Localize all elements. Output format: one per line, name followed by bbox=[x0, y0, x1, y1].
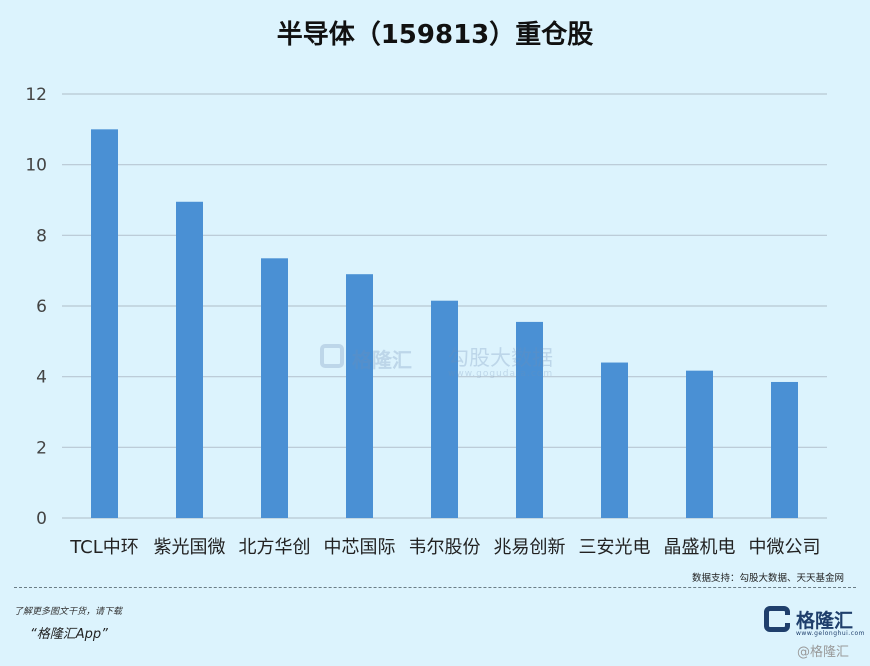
bar bbox=[601, 362, 628, 518]
bar bbox=[686, 370, 713, 518]
y-tick-label: 0 bbox=[36, 509, 47, 529]
x-tick-label: 中芯国际 bbox=[324, 537, 396, 558]
y-tick-label: 12 bbox=[25, 85, 47, 105]
x-tick-label: 韦尔股份 bbox=[409, 537, 481, 558]
logo-mark-icon bbox=[764, 606, 790, 632]
x-tick-label: 中微公司 bbox=[749, 537, 821, 558]
watermark-brand: 勾股大数据 bbox=[448, 346, 553, 370]
x-tick-label: 兆易创新 bbox=[494, 537, 566, 558]
watermark-logo-icon bbox=[320, 344, 344, 368]
x-tick-label: 紫光国微 bbox=[154, 537, 226, 558]
bar-chart: 0 2 4 6 8 10 12 TCL中环 紫光国微 北方华创 中芯国际 韦尔股份 兆易创新 三安光电 晶盛… bbox=[25, 85, 827, 558]
footer-note: 了解更多图文干货，请下载 bbox=[14, 607, 123, 617]
logo-name: 格隆汇 bbox=[796, 610, 854, 632]
watermark-name: 格隆汇 bbox=[352, 348, 412, 372]
y-tick-label: 6 bbox=[36, 297, 47, 317]
bar bbox=[91, 129, 118, 519]
x-tick-label: 北方华创 bbox=[239, 537, 311, 558]
x-tick-label: 三安光电 bbox=[579, 537, 651, 558]
footer-divider bbox=[14, 587, 856, 588]
y-tick-label: 8 bbox=[36, 226, 47, 246]
y-tick-label: 4 bbox=[36, 368, 47, 388]
y-tick-label: 2 bbox=[36, 438, 47, 458]
bar bbox=[431, 300, 458, 518]
bar bbox=[346, 274, 373, 518]
bar bbox=[176, 201, 203, 518]
y-tick-label: 10 bbox=[25, 156, 47, 176]
bar bbox=[516, 321, 543, 518]
x-tick-label: TCL中环 bbox=[69, 537, 139, 558]
brand-logo: 格隆汇 www.gelonghui.com bbox=[760, 600, 865, 640]
chart-title: 半导体（159813）重仓股 bbox=[276, 20, 594, 50]
watermark-url: www.gogudata.com bbox=[448, 369, 554, 379]
bar bbox=[771, 381, 798, 518]
logo-url: www.gelonghui.com bbox=[796, 630, 866, 637]
data-source: 数据支持：勾股大数据、天天基金网 bbox=[691, 573, 844, 584]
corner-badge: @格隆汇 bbox=[797, 645, 850, 660]
watermark: 格隆汇 勾股大数据 www.gogudata.com bbox=[320, 342, 570, 382]
footer-app-name: “格隆汇App” bbox=[30, 627, 108, 642]
x-tick-label: 晶盛机电 bbox=[664, 537, 736, 558]
bar bbox=[261, 258, 288, 518]
